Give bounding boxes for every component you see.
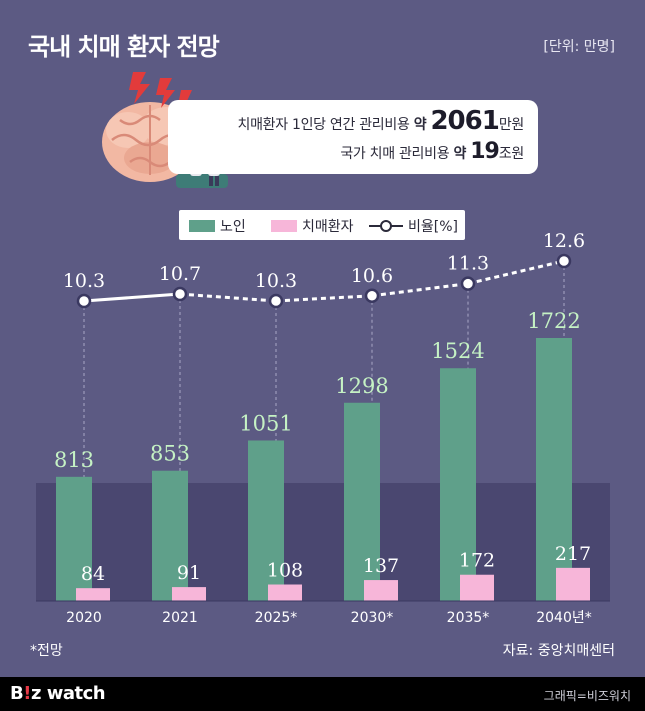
bar-elderly — [248, 440, 284, 601]
bar-label-elderly: 1051 — [239, 411, 292, 435]
bar-label-elderly: 813 — [54, 448, 94, 472]
bar-label-patients: 217 — [555, 543, 591, 565]
bar-elderly — [56, 476, 92, 601]
graphic-credit: 그래픽=비즈워치 — [543, 689, 631, 703]
legend-item-elderly: 노인 — [189, 216, 246, 236]
ratio-label: 10.6 — [351, 265, 393, 287]
national-cost-approx: 약 — [453, 146, 467, 162]
ratio-line-segment — [179, 292, 277, 303]
bar-label-elderly: 1722 — [527, 309, 580, 333]
tick-label: 2020 — [66, 610, 102, 626]
chart-lower-band — [36, 483, 610, 601]
bar-label-patients: 91 — [177, 562, 201, 584]
bar-label-elderly: 853 — [150, 442, 190, 466]
ratio-label: 10.3 — [255, 270, 297, 292]
legend-item-patients: 치매환자 — [271, 216, 354, 236]
ratio-label: 10.7 — [159, 263, 201, 285]
ratio-line-segment — [83, 292, 181, 303]
bar-label-elderly: 1524 — [431, 339, 484, 363]
bar-patients — [364, 580, 398, 601]
per-patient-cost-label: 치매환자 1인당 연간 관리비용 — [237, 117, 410, 133]
bar-patients — [268, 584, 302, 601]
bar-label-patients: 84 — [81, 563, 105, 585]
ratio-label: 11.3 — [447, 253, 489, 275]
legend-item-ratio: 비율[%] — [369, 216, 458, 236]
bar-elderly — [536, 338, 572, 601]
tick-label: 2030* — [351, 610, 394, 626]
legend-label-ratio: 비율[%] — [408, 219, 458, 235]
tick-label: 2035* — [447, 610, 490, 626]
bar-elderly — [440, 368, 476, 601]
per-patient-cost-approx: 약 — [413, 117, 427, 133]
tick-label: 2040년* — [536, 610, 592, 626]
ratio-line-segment — [275, 294, 373, 303]
unit-label: [단위: 만명] — [543, 39, 615, 55]
ratio-point — [556, 253, 572, 269]
legend-swatch-elderly — [189, 220, 215, 232]
bar-patients — [556, 567, 590, 601]
national-cost-value: 19 — [470, 139, 500, 164]
legend-label-elderly: 노인 — [220, 219, 246, 235]
bar-label-elderly: 1298 — [335, 374, 388, 398]
national-cost-unit: 조원 — [498, 146, 524, 162]
tick-label: 2025* — [255, 610, 298, 626]
bizwatch-logo: B!z watch — [10, 683, 106, 704]
per-patient-cost-unit: 만원 — [498, 117, 524, 133]
bar-patients — [172, 587, 206, 601]
national-cost-label: 국가 치매 관리비용 — [340, 146, 450, 162]
ratio-label: 12.6 — [543, 230, 585, 252]
footer-bar: B!z watch 그래픽=비즈워치 — [0, 677, 645, 711]
bar-patients — [76, 588, 110, 601]
ratio-line-segment — [467, 259, 565, 286]
ratio-point — [172, 286, 188, 302]
ratio-line-segment — [371, 282, 469, 298]
ratio-point — [460, 276, 476, 291]
bar-elderly — [152, 470, 188, 601]
bar-label-patients: 172 — [459, 550, 495, 572]
ratio-label: 10.3 — [63, 270, 105, 292]
info-box: 치매환자 1인당 연간 관리비용 약 2061만원 국가 치매 관리비용 약 1… — [168, 100, 538, 174]
bar-elderly — [344, 402, 380, 601]
chart-legend: 노인 치매환자 비율[%] — [179, 210, 465, 240]
bar-label-patients: 137 — [363, 555, 399, 577]
ratio-point — [364, 288, 380, 304]
source: 자료: 중앙치매센터 — [502, 643, 615, 659]
legend-swatch-patients — [271, 220, 297, 232]
legend-label-patients: 치매환자 — [302, 219, 354, 235]
footnote: *전망 — [30, 643, 63, 659]
per-patient-cost-value: 2061 — [430, 106, 499, 136]
legend-line-marker-icon — [369, 220, 403, 232]
bar-patients — [460, 574, 494, 601]
tick-label: 2021 — [162, 610, 198, 626]
ratio-point — [76, 293, 92, 309]
per-patient-cost: 치매환자 1인당 연간 관리비용 약 2061만원 — [237, 106, 525, 136]
bar-label-patients: 108 — [267, 560, 303, 582]
ratio-point — [268, 293, 284, 309]
national-cost: 국가 치매 관리비용 약 19조원 — [340, 139, 524, 164]
page-title: 국내 치매 환자 전망 — [28, 33, 220, 61]
